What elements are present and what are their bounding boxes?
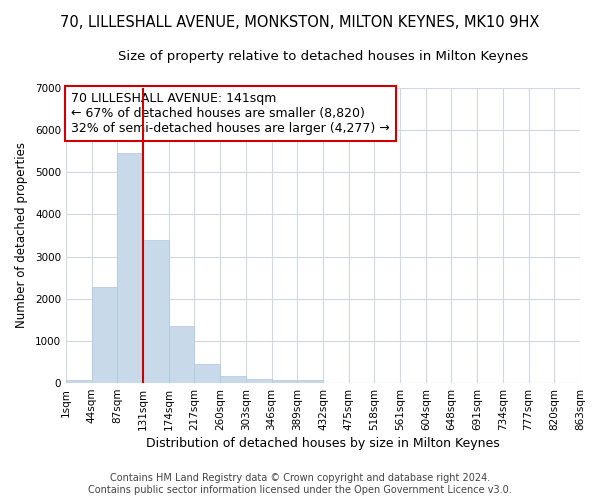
- Bar: [297, 380, 323, 383]
- Text: 70, LILLESHALL AVENUE, MONKSTON, MILTON KEYNES, MK10 9HX: 70, LILLESHALL AVENUE, MONKSTON, MILTON …: [61, 15, 539, 30]
- Y-axis label: Number of detached properties: Number of detached properties: [15, 142, 28, 328]
- Bar: [246, 379, 272, 383]
- Text: Contains HM Land Registry data © Crown copyright and database right 2024.
Contai: Contains HM Land Registry data © Crown c…: [88, 474, 512, 495]
- X-axis label: Distribution of detached houses by size in Milton Keynes: Distribution of detached houses by size …: [146, 437, 500, 450]
- Bar: [272, 380, 297, 383]
- Bar: [92, 288, 118, 383]
- Bar: [220, 376, 246, 383]
- Title: Size of property relative to detached houses in Milton Keynes: Size of property relative to detached ho…: [118, 50, 528, 63]
- Bar: [194, 364, 220, 383]
- Bar: [143, 240, 169, 383]
- Text: 70 LILLESHALL AVENUE: 141sqm
← 67% of detached houses are smaller (8,820)
32% of: 70 LILLESHALL AVENUE: 141sqm ← 67% of de…: [71, 92, 390, 135]
- Bar: [169, 326, 194, 383]
- Bar: [118, 153, 143, 383]
- Bar: [66, 380, 92, 383]
